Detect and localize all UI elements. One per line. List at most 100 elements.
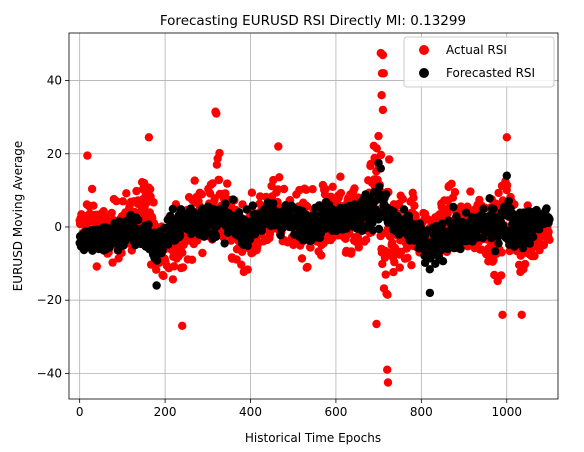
data-point (461, 208, 471, 217)
data-point (152, 265, 161, 274)
data-point (403, 253, 412, 262)
data-point (366, 159, 375, 169)
data-points (75, 48, 554, 387)
data-point (221, 199, 230, 208)
data-point (529, 232, 538, 242)
data-point (489, 255, 498, 265)
data-point (132, 186, 141, 196)
legend-box (403, 36, 555, 88)
data-point (255, 192, 265, 201)
data-point (159, 271, 168, 281)
data-point (198, 248, 207, 258)
data-point (372, 144, 381, 153)
data-point (539, 240, 549, 250)
data-point (379, 69, 388, 78)
data-point (431, 259, 440, 268)
data-point (308, 185, 317, 194)
data-point (510, 242, 519, 251)
x-tick-label: 400 (239, 405, 262, 419)
data-point (502, 133, 511, 142)
data-point (347, 247, 356, 256)
data-point (275, 173, 284, 182)
data-point (438, 219, 447, 228)
data-point (237, 260, 246, 269)
legend-label-forecasted-rsi: Forecasted RSI (446, 66, 535, 80)
data-point (479, 204, 488, 213)
data-point (409, 193, 418, 202)
data-point (115, 217, 124, 226)
data-point (374, 131, 383, 141)
data-point (214, 175, 224, 185)
data-point (383, 290, 392, 299)
data-point (545, 215, 554, 224)
data-point (502, 181, 512, 190)
legend: Actual RSI Forecasted RSI (403, 36, 555, 88)
data-point (274, 142, 283, 151)
data-point (544, 227, 553, 237)
y-axis-label: EURUSD Moving Average (11, 141, 25, 292)
data-point (152, 281, 161, 290)
data-point (449, 202, 458, 212)
x-tick-label: 1000 (491, 405, 522, 419)
data-point (178, 263, 188, 272)
data-point (234, 208, 244, 217)
data-point (425, 265, 434, 274)
data-point (376, 150, 386, 160)
data-point (144, 133, 154, 142)
data-point (407, 261, 416, 270)
data-point (122, 189, 131, 198)
data-point (108, 258, 117, 267)
data-point (248, 201, 257, 210)
data-point (494, 188, 503, 198)
data-point (494, 239, 503, 248)
series-forecasted-rsi (75, 158, 554, 298)
legend-marker-forecasted-rsi (419, 68, 429, 78)
data-point (215, 148, 224, 158)
data-point (146, 185, 155, 194)
data-point (502, 171, 511, 180)
y-tick-label: −40 (37, 366, 62, 380)
data-point (491, 247, 500, 256)
data-point (221, 189, 230, 198)
data-point (107, 208, 116, 218)
y-tick-label: 0 (54, 220, 62, 234)
data-point (212, 160, 222, 169)
data-point (376, 164, 385, 173)
data-point (303, 262, 312, 272)
data-point (377, 91, 386, 100)
data-point (152, 256, 162, 265)
data-point (168, 204, 178, 214)
data-point (302, 185, 311, 194)
data-point (378, 105, 388, 115)
data-point (89, 201, 98, 210)
data-point (542, 204, 551, 213)
data-point (530, 251, 539, 261)
data-point (149, 198, 158, 207)
x-tick-label: 200 (154, 405, 177, 419)
data-point (485, 194, 494, 203)
data-point (321, 185, 330, 194)
data-point (385, 155, 394, 164)
data-point (228, 195, 238, 204)
data-point (350, 184, 359, 193)
data-point (187, 255, 197, 264)
chart-title: Forecasting EURUSD RSI Directly MI: 0.13… (160, 13, 466, 29)
data-point (87, 184, 97, 194)
data-point (497, 248, 506, 257)
data-point (336, 188, 346, 198)
legend-label-actual-rsi: Actual RSI (446, 43, 507, 57)
data-point (197, 190, 207, 199)
data-point (83, 151, 92, 160)
data-point (504, 196, 513, 206)
data-point (378, 50, 388, 60)
data-point (269, 199, 278, 208)
x-axis-label: Historical Time Epochs (245, 431, 381, 445)
plot-frame (68, 32, 559, 400)
data-point (279, 184, 289, 194)
data-point (118, 197, 128, 206)
data-point (518, 243, 528, 253)
y-tick-label: −20 (37, 293, 62, 307)
data-point (297, 254, 307, 263)
data-point (416, 223, 425, 232)
